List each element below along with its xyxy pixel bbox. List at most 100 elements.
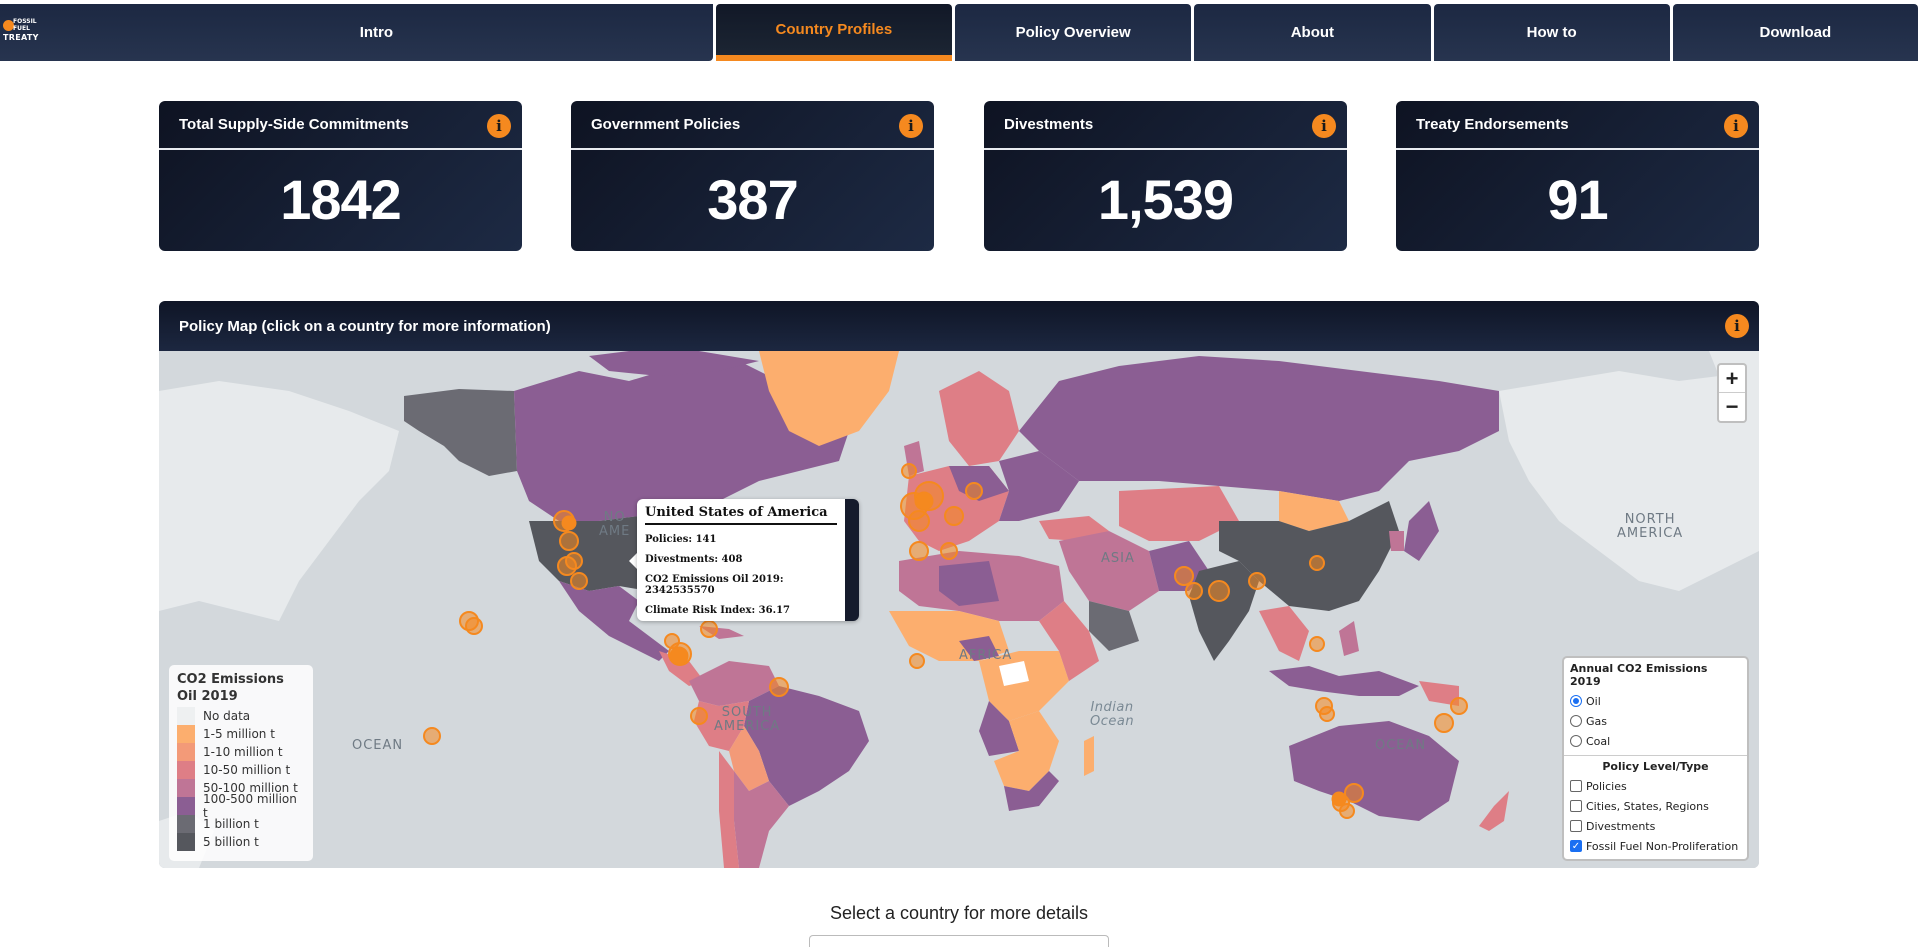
checkbox-divestments[interactable]: Divestments (1570, 816, 1741, 836)
country-india (1189, 561, 1259, 661)
marker-portugal (909, 541, 929, 561)
marker-china-east (1309, 555, 1325, 571)
land-north-america-right (1499, 371, 1759, 591)
tooltip-title: United States of America (645, 505, 837, 525)
country-indonesia (1269, 666, 1419, 696)
policy-map-panel: Policy Map (click on a country for more … (159, 301, 1759, 868)
stat-card-total-commitments: Total Supply-Side Commitments i 1842 (159, 101, 522, 251)
top-nav: FOSSIL FUEL TREATY Intro Country Profiles… (0, 0, 1918, 61)
country-drc-white (999, 661, 1029, 686)
checkbox-checked[interactable]: ✓ (1570, 840, 1582, 852)
tab-how-to[interactable]: How to (1433, 4, 1670, 61)
nav-tab-intro[interactable]: FOSSIL FUEL TREATY Intro (0, 4, 713, 61)
country-png (1419, 681, 1459, 706)
stat-card-treaty-endorsements: Treaty Endorsements i 91 (1396, 101, 1759, 251)
legend-title: CO2 Emissions Oil 2019 (177, 672, 284, 704)
map-label-north-america-left: NO AME (599, 510, 631, 539)
fossil-fuel-treaty-logo[interactable]: FOSSIL FUEL TREATY (3, 18, 39, 46)
info-icon[interactable]: i (1724, 114, 1748, 138)
checkbox[interactable] (1570, 820, 1582, 832)
logo-icon (3, 20, 14, 31)
country-alaska (404, 389, 517, 476)
marker-caribbean (700, 620, 718, 638)
marker-vanuatu (1450, 697, 1468, 715)
marker-pakistan (1174, 566, 1194, 586)
marker-solid-vancouver (561, 515, 577, 531)
radio-coal[interactable]: Coal (1570, 731, 1741, 751)
legend-item: 100-500 million t (177, 792, 305, 820)
layer-control: Annual CO2 Emissions 2019 Oil Gas Coal P… (1562, 656, 1749, 861)
country-mongolia (1279, 491, 1349, 531)
policy-title: Policy Level/Type (1602, 760, 1709, 773)
country-nz (1479, 791, 1509, 831)
marker-solid-sydney (1331, 791, 1347, 807)
info-icon[interactable]: i (487, 114, 511, 138)
select-country-caption: Select a country for more details (829, 903, 1089, 923)
legend-item: 50-100 million t (177, 779, 305, 797)
stat-card-title: Treaty Endorsements i (1396, 101, 1759, 150)
tooltip-emissions: CO2 Emissions Oil 2019: 2342535570 (645, 574, 784, 596)
checkbox-policies[interactable]: Policies (1570, 776, 1741, 796)
country-argentina (734, 771, 789, 868)
marker-solid-costa-rica (669, 646, 689, 666)
radio-button[interactable] (1570, 735, 1582, 747)
checkbox[interactable] (1570, 780, 1582, 792)
land-asia-left (159, 381, 399, 621)
country-chile (719, 751, 739, 868)
map-label-africa: AFRICA (959, 648, 1013, 663)
tab-country-profiles[interactable]: Country Profiles (715, 4, 952, 61)
radio-oil[interactable]: Oil (1570, 691, 1741, 711)
country-middle-east (1059, 531, 1159, 611)
zoom-in-button[interactable]: + (1719, 365, 1745, 393)
stat-card-value: 1,539 (1097, 168, 1234, 231)
marker-ecuador (690, 707, 708, 725)
country-peru (694, 701, 749, 751)
map-legend: CO2 Emissions Oil 2019 No data 1-5 milli… (169, 665, 313, 861)
radio-gas[interactable]: Gas (1570, 711, 1741, 731)
tooltip-policies: Policies: 141 (645, 534, 717, 545)
map-label-asia: ASIA (1101, 551, 1135, 566)
marker-africa-west (909, 653, 925, 669)
country-iran (1149, 541, 1209, 591)
info-icon[interactable]: i (1312, 114, 1336, 138)
radio-button[interactable] (1570, 715, 1582, 727)
country-nigeria (959, 636, 999, 661)
marker-solid-london (914, 491, 934, 511)
tab-policy-overview[interactable]: Policy Overview (955, 4, 1192, 61)
marker-california (557, 556, 577, 576)
country-saudi (1089, 601, 1139, 651)
marker-france (908, 510, 930, 532)
country-greenland (759, 351, 899, 446)
checkbox-cities[interactable]: Cities, States, Regions (1570, 796, 1741, 816)
marker-switzerland (944, 506, 964, 526)
marker-india-north (1185, 582, 1203, 600)
zoom-out-button[interactable]: − (1725, 394, 1739, 419)
tab-about[interactable]: About (1194, 4, 1431, 61)
country-select-dropdown[interactable] (809, 935, 1109, 947)
checkbox-fossil-fuel-non-proliferation[interactable]: ✓ Fossil Fuel Non-Proliferation (1570, 839, 1739, 853)
info-icon[interactable]: i (1725, 314, 1749, 338)
legend-item: 10-50 million t (177, 761, 305, 779)
marker-fiji (1434, 713, 1454, 733)
map-label-ocean-left: OCEAN (352, 738, 404, 753)
country-philippines (1339, 621, 1359, 656)
info-icon[interactable]: i (899, 114, 923, 138)
stat-card-value: 91 (1547, 168, 1608, 231)
world-map-svg[interactable] (159, 351, 1759, 868)
marker-pacific (423, 727, 441, 745)
stat-card-title: Total Supply-Side Commitments i (159, 101, 522, 150)
world-map[interactable]: NO AME NORTH AMERICA SOUTH AMERICA AFRICA A… (159, 351, 1759, 868)
map-label-indian-ocean: Indian Ocean (1090, 700, 1135, 729)
country-southeast-asia (1259, 606, 1309, 661)
stat-card-divestments: Divestments i 1,539 (984, 101, 1347, 251)
radio-button[interactable] (1570, 695, 1582, 707)
country-korea (1389, 531, 1404, 551)
stat-card-value: 387 (707, 168, 798, 231)
tooltip-divestments: Divestments: 408 (645, 554, 743, 565)
marker-nepal (1208, 580, 1230, 602)
marker-vietnam (1309, 636, 1325, 652)
legend-item: No data (177, 707, 305, 725)
tab-download[interactable]: Download (1672, 4, 1918, 61)
marker-indonesia (1319, 706, 1335, 722)
checkbox[interactable] (1570, 800, 1582, 812)
